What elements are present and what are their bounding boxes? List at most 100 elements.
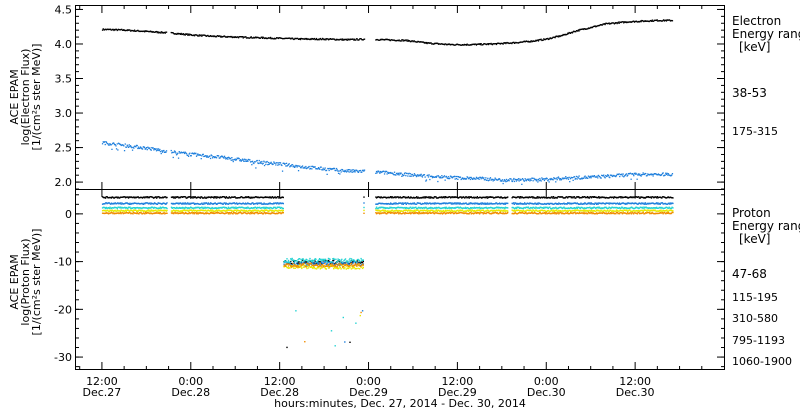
electron-point xyxy=(575,177,577,180)
electron-point xyxy=(347,38,349,40)
electron-point xyxy=(335,169,337,172)
electron-point xyxy=(379,172,381,174)
proton-point xyxy=(363,202,365,204)
electron-point xyxy=(516,179,518,181)
proton-point xyxy=(237,212,239,215)
electron-point xyxy=(382,39,384,41)
electron-point xyxy=(427,42,430,44)
proton-point xyxy=(362,266,364,269)
proton-point xyxy=(572,207,575,209)
proton-point xyxy=(624,207,626,209)
proton-point xyxy=(555,209,557,212)
electron-point xyxy=(547,179,550,181)
electron-point xyxy=(101,143,104,145)
proton-point xyxy=(459,206,461,208)
electron-point xyxy=(276,162,278,164)
proton-point xyxy=(519,202,521,204)
proton-point xyxy=(144,210,146,212)
electron-point xyxy=(571,31,573,33)
proton-point xyxy=(158,210,160,212)
proton-point xyxy=(163,211,165,214)
proton-point xyxy=(503,197,505,199)
proton-point xyxy=(132,213,134,215)
proton-point xyxy=(527,203,530,205)
proton-point xyxy=(116,212,119,214)
electron-point xyxy=(619,175,621,178)
proton-point xyxy=(124,210,126,212)
proton-point xyxy=(347,267,350,270)
electron-point xyxy=(401,39,404,41)
electron-point xyxy=(205,156,208,158)
electron-point xyxy=(359,169,362,172)
proton-point xyxy=(456,196,459,198)
proton-point xyxy=(457,197,459,199)
electron-point xyxy=(422,174,424,176)
proton-point xyxy=(324,267,327,270)
electron-point xyxy=(188,34,190,36)
electron-point xyxy=(141,30,144,33)
proton-point xyxy=(330,265,333,267)
electron-point xyxy=(247,37,249,39)
electron-point xyxy=(290,165,292,167)
electron-point xyxy=(638,174,640,176)
proton-point xyxy=(387,196,389,199)
proton-point xyxy=(575,206,578,209)
proton-point xyxy=(292,264,294,266)
proton-point xyxy=(404,207,407,210)
proton-point xyxy=(418,206,420,209)
proton-point xyxy=(240,212,242,214)
proton-point xyxy=(153,209,155,212)
electron-point xyxy=(659,20,662,22)
electron-point xyxy=(349,170,352,172)
proton-point xyxy=(475,197,478,199)
electron-point xyxy=(193,153,195,155)
proton-point xyxy=(231,207,233,209)
proton-point xyxy=(143,202,145,204)
proton-point xyxy=(555,206,557,209)
proton-point xyxy=(473,206,476,209)
electron-point xyxy=(445,175,448,178)
electron-point xyxy=(223,157,225,159)
proton-point xyxy=(352,262,354,264)
electron-point xyxy=(361,39,363,41)
electron-point xyxy=(561,178,563,180)
proton-point xyxy=(310,266,312,268)
electron-point xyxy=(321,169,324,171)
proton-point xyxy=(242,207,244,209)
electron-point xyxy=(555,35,558,37)
proton-point xyxy=(482,209,484,211)
proton-point xyxy=(575,197,577,199)
proton-point xyxy=(198,203,201,205)
electron-point xyxy=(211,35,213,38)
proton-point xyxy=(654,209,656,211)
electron-point xyxy=(157,32,160,34)
proton-point xyxy=(222,196,224,198)
electron-point xyxy=(213,35,216,37)
electron-point xyxy=(352,38,354,40)
proton-point xyxy=(337,258,339,260)
proton-point xyxy=(439,202,441,205)
electron-data-points xyxy=(101,19,674,185)
electron-point xyxy=(459,44,462,46)
electron-point xyxy=(274,162,276,164)
proton-point xyxy=(572,209,575,212)
proton-point xyxy=(241,196,243,198)
proton-point xyxy=(234,212,236,214)
proton-point xyxy=(235,206,237,208)
electron-point xyxy=(615,175,618,177)
proton-point xyxy=(641,209,644,212)
proton-point xyxy=(173,202,175,205)
electron-point xyxy=(207,156,210,158)
proton-point xyxy=(288,267,290,269)
electron-point xyxy=(269,162,271,164)
proton-point xyxy=(449,202,451,204)
proton-point xyxy=(238,197,241,199)
electron-point xyxy=(607,22,610,25)
electron-point xyxy=(281,170,284,172)
proton-point xyxy=(133,196,135,198)
proton-point xyxy=(475,206,478,209)
proton-point xyxy=(412,197,414,199)
proton-point xyxy=(224,213,226,215)
electron-point xyxy=(101,29,104,31)
electron-point xyxy=(163,31,166,34)
